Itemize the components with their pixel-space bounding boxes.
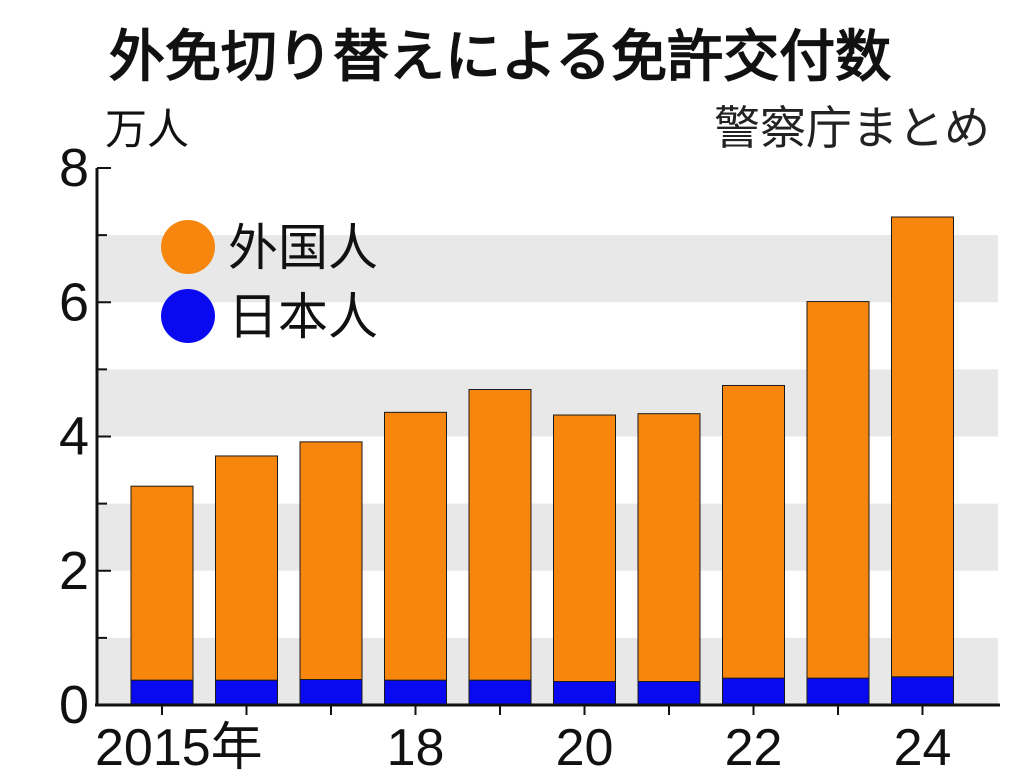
source-note: 警察庁まとめ (714, 101, 990, 155)
bar-segment (806, 677, 870, 706)
bar-segment (384, 679, 447, 706)
bar-segment (891, 216, 954, 678)
y-tick-label: 8 (59, 138, 89, 198)
y-tick-label: 6 (59, 272, 89, 332)
bar-segment (130, 485, 194, 681)
bar-segment (722, 677, 785, 706)
y-tick-label: 4 (59, 407, 89, 467)
bar-segment (215, 455, 278, 681)
x-ticks: 2015年 18 20 22 24 (95, 705, 951, 777)
bar-segment (891, 676, 954, 706)
bar-segment (468, 389, 532, 681)
y-tick-label: 0 (59, 675, 89, 735)
y-ticks: 0 2 4 6 8 (59, 138, 111, 735)
bar-segment (637, 413, 701, 683)
bar-segment (384, 411, 447, 681)
grid-band (97, 235, 998, 303)
bar-segment (722, 384, 785, 679)
bar-segment (637, 681, 701, 706)
bar-segment (130, 679, 194, 706)
legend-label-japanese: 日本人 (228, 288, 378, 346)
y-tick-label: 2 (59, 541, 89, 601)
x-tick-label: 2015年 (95, 719, 263, 777)
x-tick-label: 18 (387, 719, 445, 777)
bar-segment (215, 679, 278, 706)
bar-segment (553, 681, 616, 706)
legend-swatch-foreigner (161, 220, 215, 274)
bar-segment (553, 414, 616, 683)
bar-segment (299, 441, 363, 680)
bar-segment (299, 678, 363, 706)
bar-series (130, 216, 954, 706)
legend-label-foreigner: 外国人 (228, 219, 378, 277)
bar-segment (806, 301, 870, 679)
legend: 外国人 日本人 (161, 219, 378, 346)
x-tick-label: 22 (725, 719, 783, 777)
bar-segment (468, 679, 532, 706)
x-tick-label: 20 (556, 719, 614, 777)
x-tick-label: 24 (894, 719, 952, 777)
legend-swatch-japanese (161, 289, 215, 343)
y-axis-unit: 万人 (105, 105, 189, 154)
chart-title: 外免切り替えによる免許交付数 (109, 25, 891, 90)
